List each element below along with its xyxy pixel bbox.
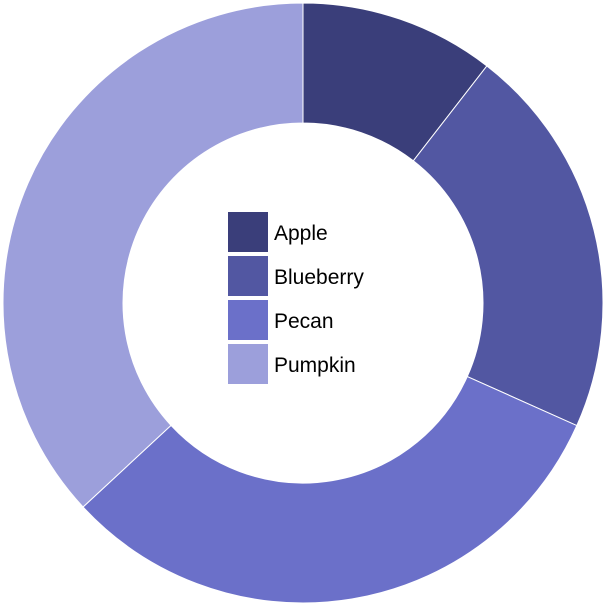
legend-label-blueberry: Blueberry — [274, 266, 364, 289]
legend-label-pumpkin: Pumpkin — [274, 354, 356, 377]
slice-blueberry — [412, 65, 604, 427]
legend-swatch-blueberry — [228, 256, 268, 296]
slice-pecan — [82, 375, 578, 604]
legend-label-apple: Apple — [274, 222, 328, 245]
legend-swatch-pumpkin — [228, 344, 268, 384]
legend-label-pecan: Pecan — [274, 310, 334, 333]
legend-swatch-apple — [228, 212, 268, 252]
legend-swatch-pecan — [228, 300, 268, 340]
legend: Apple Blueberry Pecan Pumpkin — [228, 212, 364, 384]
slice-pumpkin — [2, 2, 304, 508]
